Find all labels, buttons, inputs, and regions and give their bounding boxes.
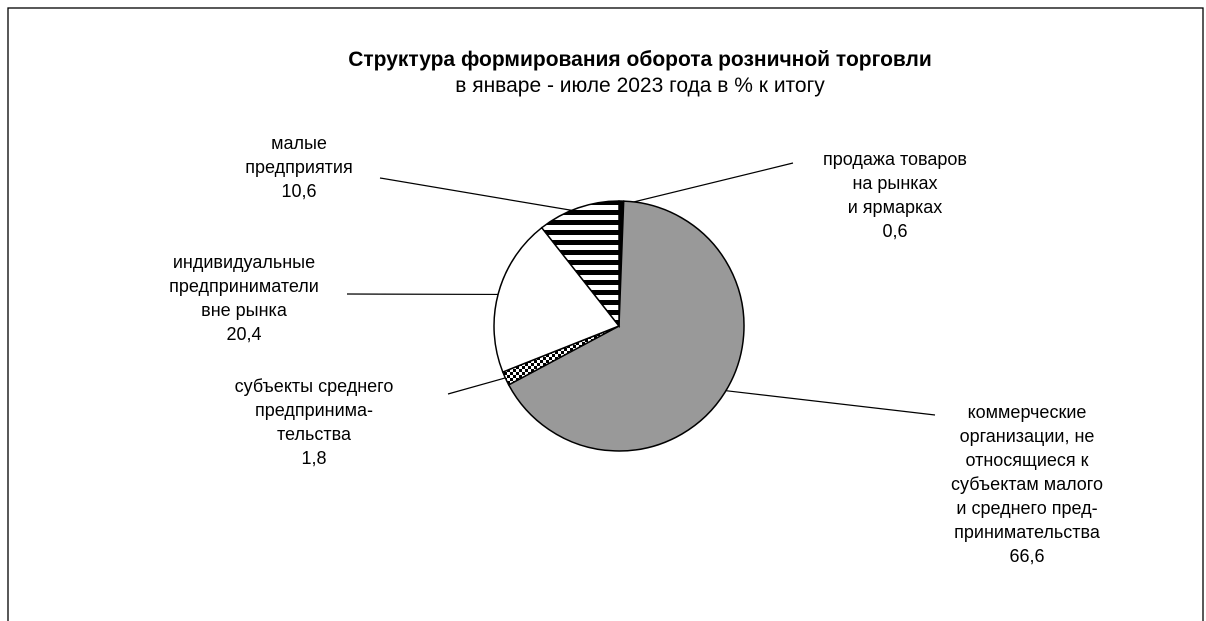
chart-title: Структура формирования оборота розничной…	[348, 48, 932, 71]
slice-label-line: на рынках	[852, 173, 937, 193]
chart-subtitle: в январе - июле 2023 года в % к итогу	[455, 74, 825, 97]
slice-label-line: принимательства	[954, 522, 1101, 542]
slice-label-line: субъекты среднего	[235, 376, 394, 396]
pie-slice-individual-entrepreneurs	[493, 226, 621, 373]
slice-label-medium-enterprises: субъекты среднего предпринима-тельства 1,8	[235, 376, 394, 468]
leader-line-market-sales	[621, 162, 794, 206]
slice-value-label: 66,6	[1009, 546, 1044, 566]
slice-label-line: предприниматели	[169, 276, 319, 296]
pie-slices	[493, 200, 745, 452]
slice-label-line: организации, не	[960, 426, 1095, 446]
slice-label-line: вне рынка	[201, 300, 288, 320]
slice-label-individual-entrepreneurs: индивидуальные предприниматели вне рынка 20…	[169, 252, 319, 344]
slice-label-line: коммерческие	[968, 402, 1087, 422]
pie-slice-small-enterprises	[540, 200, 620, 329]
pie-slice-commercial-organizations	[507, 200, 745, 452]
leader-line-medium-enterprises	[447, 376, 510, 395]
slice-label-line: и ярмарках	[848, 197, 943, 217]
slice-labels: продажа товаров на рынках и ярмарках 0,6 ком…	[169, 133, 1103, 566]
slice-label-market-sales: продажа товаров на рынках и ярмарках 0,6	[823, 149, 967, 241]
slice-label-line: предпринима-	[255, 400, 373, 420]
slice-label-small-enterprises: малые предприятия 10,6	[245, 133, 352, 201]
leader-lines	[346, 162, 936, 416]
slice-value-label: 20,4	[226, 324, 261, 344]
leader-line-small-enterprises	[379, 177, 580, 213]
slice-label-line: субъектам малого	[951, 474, 1103, 494]
slice-label-line: продажа товаров	[823, 149, 967, 169]
slice-value-label: 0,6	[882, 221, 907, 241]
slice-label-commercial-organizations: коммерческие организации, не относящиеся к…	[951, 402, 1103, 566]
chart-frame	[7, 7, 1204, 621]
slice-value-label: 10,6	[281, 181, 316, 201]
slice-label-line: малые	[271, 133, 327, 153]
slice-value-label: 1,8	[301, 448, 326, 468]
slice-label-line: и среднего пред-	[956, 498, 1097, 518]
leader-line-commercial-organizations	[721, 389, 936, 416]
slice-label-line: тельства	[277, 424, 352, 444]
slice-label-line: индивидуальные	[173, 252, 315, 272]
slice-label-line: предприятия	[245, 157, 352, 177]
slice-label-line: относящиеся к	[965, 450, 1088, 470]
